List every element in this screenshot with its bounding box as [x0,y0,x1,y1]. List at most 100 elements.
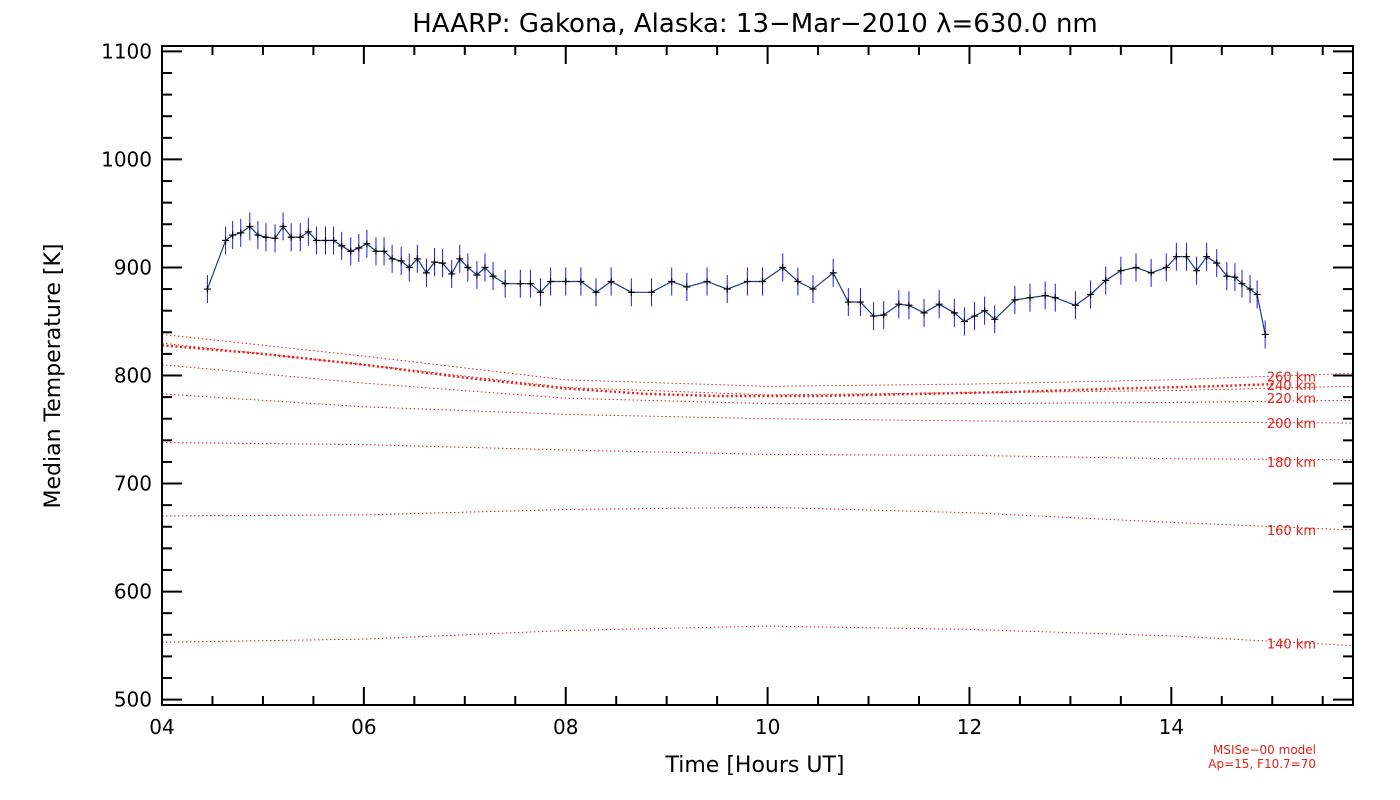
data-point [464,263,472,271]
altitude-label: 260 km [1267,371,1316,386]
data-point [960,317,968,325]
data-point [1223,272,1231,280]
data-point [794,278,802,286]
data-point [920,309,928,317]
data-point [971,312,979,320]
x-tick-label: 12 [957,715,982,739]
plot-border [161,45,1354,706]
data-point [1203,253,1211,261]
data-point [516,280,524,288]
x-axis-label: Time [Hours UT] [665,753,845,778]
model-params-note: Ap=15, F10.7=70 [1208,757,1316,771]
data-point [1117,267,1125,275]
data-point [279,222,287,230]
data-point [1182,253,1190,261]
y-axis-label: Median Temperature [K] [41,244,66,509]
x-tick-label: 14 [1159,715,1184,739]
data-point [1132,263,1140,271]
data-point [895,300,903,308]
data-point [536,288,544,296]
y-tick-label: 1000 [101,147,152,171]
data-point [683,283,691,291]
model-curve [161,442,1354,461]
y-tick-label: 700 [114,472,152,496]
data-point [905,301,913,309]
data-point [950,309,958,317]
data-point [322,236,330,244]
data-point [1147,269,1155,277]
chart-title: HAARP: Gakona, Alaska: 13−Mar−2010 λ=630… [412,9,1098,39]
model-curve [161,393,1354,424]
data-point [501,280,509,288]
altitude-label: 160 km [1267,524,1316,539]
data-point [304,228,312,236]
data-point [397,257,405,265]
y-tick-label: 900 [114,255,152,279]
data-point [703,278,711,286]
data-point [607,278,615,286]
altitude-label: 220 km [1267,392,1316,407]
y-tick-label: 600 [114,580,152,604]
data-point [271,234,279,242]
altitude-label: 200 km [1267,417,1316,432]
altitude-label: 180 km [1267,456,1316,471]
temperature-line [206,225,1266,335]
data-point [355,244,363,252]
data-point [380,247,388,255]
data-point [668,278,676,286]
x-tick-label: 08 [553,715,578,739]
data-point [880,311,888,319]
data-point [338,242,346,250]
model-name-note: MSISe−00 model [1213,743,1316,757]
data-point [856,298,864,306]
data-point [1213,259,1221,267]
x-tick-label: 10 [755,715,780,739]
data-point [1253,290,1261,298]
data-point [237,229,245,237]
x-tick-label: 04 [149,715,174,739]
data-point [779,263,787,271]
model-curves [161,333,1354,647]
data-point [1087,290,1095,298]
data-point [981,307,989,315]
model-curve [161,342,1354,396]
data-point [526,280,534,288]
data-point [254,231,262,239]
data-point [1261,330,1269,338]
data-point [648,288,656,296]
altitude-label: 140 km [1267,637,1316,652]
model-curve [161,506,1354,531]
data-point [547,278,555,286]
data-point [809,285,817,293]
x-tick-label: 06 [351,715,376,739]
data-point [222,236,230,244]
data-point [448,270,456,278]
data-point [372,247,380,255]
data-point [363,240,371,248]
data-point [287,233,295,241]
data-point [439,259,447,267]
data-point [1193,267,1201,275]
data-point [388,255,396,263]
data-point [203,285,211,293]
data-point [347,247,355,255]
model-curve [161,333,1354,387]
data-point [844,298,852,306]
data-point [405,263,413,271]
y-tick-label: 1100 [101,39,152,63]
data-point [229,231,237,239]
y-tick-label: 800 [114,364,152,388]
data-point [1041,292,1049,300]
model-curve [161,364,1354,405]
data-point [935,300,943,308]
data-point [1172,253,1180,261]
data-point [296,233,304,241]
data-point [1162,263,1170,271]
data-point [413,255,421,263]
data-point [592,288,600,296]
data-point [1071,301,1079,309]
y-tick-label: 500 [114,688,152,712]
data-point [456,255,464,263]
